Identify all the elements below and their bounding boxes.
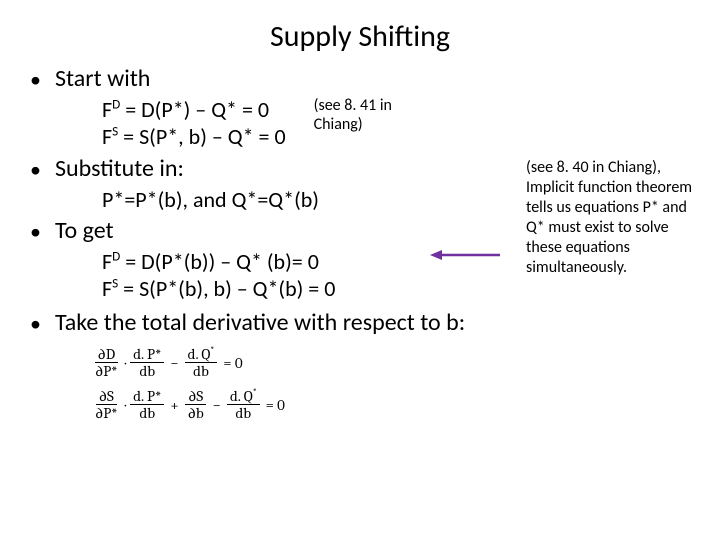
bullet-dot: • — [30, 219, 41, 245]
bullet-take-derivative: • Take the total derivative with respect… — [30, 309, 700, 338]
derivative-row-1: ∂D ∂P* · d. P* db − d. Q* db = 0 — [90, 346, 320, 380]
bullet-text-derivative: Take the total derivative with respect t… — [55, 309, 465, 338]
minus-op-2: − — [213, 396, 221, 414]
frac-dS-db: ∂S ∂b — [185, 388, 207, 422]
frac-dS-dPstar: ∂S ∂P* — [92, 388, 121, 422]
bullet-text-start: Start with — [55, 65, 150, 94]
arrow-left-icon — [430, 250, 500, 260]
eq-zero-1: = 0 — [223, 354, 242, 372]
minus-op: − — [170, 354, 178, 372]
side-note-implicit-fn: (see 8. 40 in Chiang), Implicit function… — [526, 158, 706, 278]
derivative-equations: ∂D ∂P* · d. P* db − d. Q* db = 0 ∂S ∂P* … — [90, 346, 320, 422]
derivative-row-2: ∂S ∂P* · d. P* db + ∂S ∂b − d. Q* db = 0 — [90, 388, 320, 422]
frac-dQstar-db-1: d. Q* db — [185, 346, 218, 380]
eq-fs-start: FS = S(P*, b) – Q* = 0 — [102, 123, 286, 151]
start-equations: FD = D(P*) – Q* = 0 FS = S(P*, b) – Q* =… — [102, 96, 700, 151]
bullet-start-with: • Start with — [30, 65, 700, 94]
bullet-text-to-get: To get — [55, 217, 114, 246]
bullet-text-substitute: Substitute in: — [55, 155, 184, 184]
see-note-chiang-841: (see 8. 41 in Chiang) — [314, 96, 392, 134]
page-title: Supply Shifting — [0, 18, 720, 55]
cdot: · — [125, 354, 127, 372]
bullet-dot: • — [30, 311, 41, 337]
plus-op: + — [170, 396, 178, 414]
cdot: · — [125, 396, 127, 414]
eq-fd-start: FD = D(P*) – Q* = 0 — [102, 96, 286, 124]
bullet-dot: • — [30, 157, 41, 183]
eq-fs-toget: FS = S(P*(b), b) – Q*(b) = 0 — [102, 275, 700, 303]
frac-dPstar-db-1: d. P* db — [130, 346, 164, 380]
frac-dQstar-db-2: d. Q* db — [227, 388, 260, 422]
frac-dD-dPstar: ∂D ∂P* — [92, 346, 121, 380]
eq-zero-2: = 0 — [266, 396, 285, 414]
frac-dPstar-db-2: d. P* db — [130, 388, 164, 422]
bullet-dot: • — [30, 67, 41, 93]
